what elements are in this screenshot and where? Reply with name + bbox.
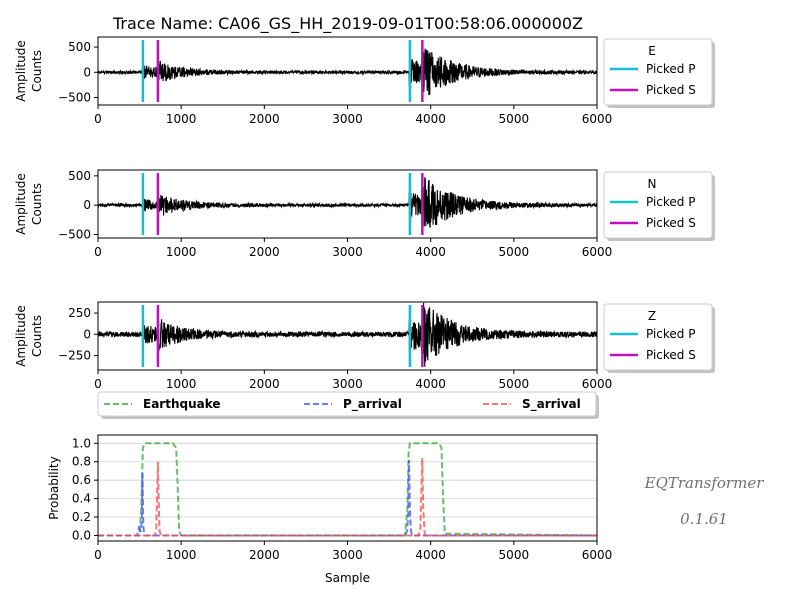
axes-frame (97, 434, 598, 542)
y-tick-label: 0.2 (72, 510, 91, 524)
x-tick-label: 6000 (582, 112, 613, 126)
legend-title: Z (648, 309, 656, 323)
series-earthquake-line (98, 442, 598, 537)
legend-title: N (648, 177, 657, 191)
y-axis-label: Amplitude (14, 40, 28, 102)
legend-picked-s-label: Picked S (646, 348, 696, 362)
y-axis-label-units: Counts (30, 50, 44, 92)
series-p_arrival-line (98, 459, 597, 537)
x-tick-label: 3000 (332, 377, 363, 391)
axes-panel-3: 0 1000 2000 3000 4000 5000 6000 1.0 0.8 0.6 0.4 0.2… (47, 434, 613, 585)
series-s_arrival-line (98, 457, 597, 537)
x-tick-label: 3000 (332, 245, 363, 259)
y-tick-label: 0.8 (72, 455, 91, 469)
y-tick-label: −250 (58, 349, 91, 363)
x-tick-label: 0 (94, 377, 102, 391)
axes-frame (97, 301, 598, 371)
x-tick-label: 2000 (249, 548, 280, 562)
x-tick-label: 1000 (166, 245, 197, 259)
x-tick-label: 2000 (249, 377, 280, 391)
waveform-trace (98, 302, 597, 367)
y-tick-label: −500 (58, 227, 91, 241)
watermark-name: EQTransformer (644, 474, 765, 492)
legend-0: E Picked P Picked S (603, 38, 715, 108)
legend-picked-p-label: Picked P (646, 327, 695, 341)
x-tick-label: 5000 (499, 377, 530, 391)
y-tick-label: 0 (83, 327, 91, 341)
legend-box (603, 171, 713, 239)
y-axis-label: Amplitude (14, 305, 28, 367)
legend-s_arrival-label: S_arrival (522, 397, 581, 412)
x-tick-label: 1000 (166, 377, 197, 391)
legend-earthquake-label: Earthquake (143, 397, 221, 411)
y-tick-label: 1.0 (72, 436, 91, 450)
y-tick-label: 0 (83, 198, 91, 212)
y-tick-label: −500 (58, 90, 91, 104)
legend-box (603, 38, 713, 106)
waveform-trace (98, 45, 597, 96)
x-tick-label: 0 (94, 548, 102, 562)
watermark-version: 0.1.61 (680, 510, 728, 528)
axes-panel-0: 0 1000 2000 3000 4000 5000 60005000−500Amplitu… (14, 36, 613, 126)
y-tick-label: 250 (68, 306, 91, 320)
legend-box (603, 303, 713, 371)
legend-picked-p-label: Picked P (646, 195, 695, 209)
x-tick-label: 0 (94, 245, 102, 259)
legend-picked-s-label: Picked S (646, 216, 696, 230)
y-tick-label: 500 (68, 169, 91, 183)
x-tick-label: 0 (94, 112, 102, 126)
y-tick-label: 0.4 (72, 492, 91, 506)
legend-p_arrival-label: P_arrival (343, 397, 402, 412)
legend-3: Earthquake P_arrival S_arrival (97, 391, 599, 419)
y-tick-label: 0.0 (72, 528, 91, 542)
x-axis-label: Sample (325, 571, 370, 585)
x-tick-label: 4000 (415, 377, 446, 391)
chart-title: Trace Name: CA06_GS_HH_2019-09-01T00:58:… (112, 14, 583, 34)
x-tick-label: 2000 (249, 245, 280, 259)
legend-2: Z Picked P Picked S (603, 303, 715, 373)
y-axis-label: Probability (47, 456, 61, 519)
x-tick-label: 3000 (332, 112, 363, 126)
x-tick-label: 4000 (415, 548, 446, 562)
x-tick-label: 6000 (582, 377, 613, 391)
y-axis-label: Amplitude (14, 173, 28, 235)
y-axis-label-units: Counts (30, 315, 44, 357)
x-tick-label: 4000 (415, 245, 446, 259)
legend-1: N Picked P Picked S (603, 171, 715, 241)
x-tick-label: 6000 (582, 548, 613, 562)
y-axis-label-units: Counts (30, 183, 44, 225)
legend-title: E (648, 44, 656, 58)
x-tick-label: 6000 (582, 245, 613, 259)
y-tick-label: 0.6 (72, 473, 91, 487)
legend-picked-s-label: Picked S (646, 83, 696, 97)
x-tick-label: 4000 (415, 112, 446, 126)
axes-frame (97, 36, 598, 106)
y-tick-label: 0 (83, 65, 91, 79)
x-tick-label: 1000 (166, 112, 197, 126)
x-tick-label: 1000 (166, 548, 197, 562)
axes-frame (97, 169, 598, 239)
x-tick-label: 3000 (332, 548, 363, 562)
axes-panel-1: 0 1000 2000 3000 4000 5000 60005000−500Amplitu… (14, 169, 612, 259)
x-tick-label: 5000 (499, 548, 530, 562)
x-tick-label: 5000 (499, 112, 530, 126)
axes-panel-2: 0 1000 2000 3000 4000 5000 60002500−250Amplitu… (14, 301, 613, 391)
x-tick-label: 2000 (249, 112, 280, 126)
waveform-trace (98, 177, 597, 233)
x-tick-label: 5000 (499, 245, 530, 259)
legend-picked-p-label: Picked P (646, 62, 695, 76)
y-tick-label: 500 (68, 40, 91, 54)
legend-box (97, 391, 597, 417)
